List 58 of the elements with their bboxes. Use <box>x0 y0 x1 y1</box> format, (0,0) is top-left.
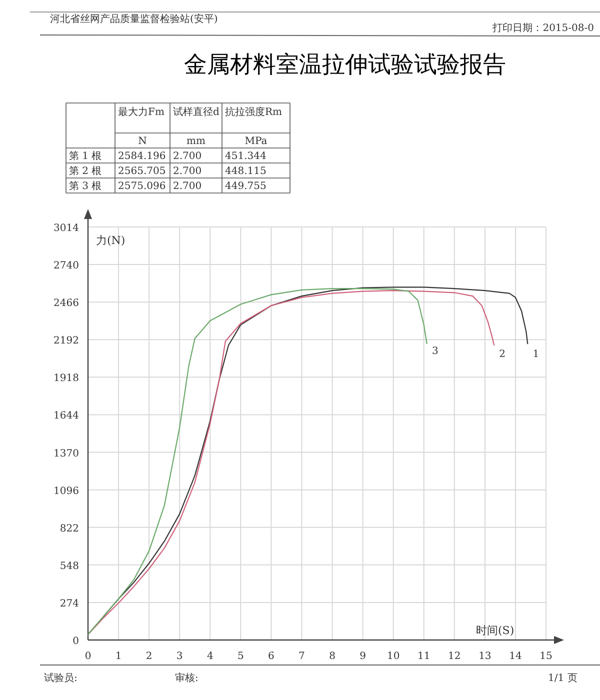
y-tick-label: 3014 <box>54 223 79 234</box>
text: 试样直径d <box>173 106 220 118</box>
annotation: 1 <box>532 348 540 360</box>
x-tick-label: 6 <box>268 651 274 662</box>
annotation: 3 <box>432 346 438 358</box>
text: 2565.705 <box>118 166 166 177</box>
x-tick-label: 10 <box>386 651 400 662</box>
text: 2584.196 <box>118 151 166 162</box>
x-tick-label: 12 <box>448 651 461 662</box>
x-tick-label: 7 <box>298 651 305 662</box>
text: 第 2 根 <box>69 165 102 177</box>
text: 451.344 <box>225 151 266 162</box>
text: 2.700 <box>173 166 202 177</box>
y-tick-label: 2192 <box>54 336 79 347</box>
x-tick-label: 9 <box>360 651 366 662</box>
annotation: 2 <box>499 348 506 360</box>
y-tick-label: 822 <box>60 523 79 534</box>
x-tick-label: 15 <box>540 651 552 662</box>
text: 448.115 <box>225 166 266 177</box>
text: mm <box>186 136 206 147</box>
text: 2575.096 <box>118 181 166 192</box>
text: 河北省丝网产品质量监督检验站(安平) <box>50 13 218 25</box>
x-tick-label: 3 <box>176 651 183 662</box>
text: 第 3 根 <box>69 180 102 192</box>
x-tick-label: 1 <box>115 651 122 662</box>
chart-title: 金属材料室温拉伸试验试验报告 <box>184 52 506 78</box>
text: 2.700 <box>173 151 202 162</box>
x-tick-label: 2 <box>146 651 152 662</box>
text: 2.700 <box>173 181 202 192</box>
y-tick-label: 548 <box>60 560 79 572</box>
text: 试验员: <box>44 672 78 684</box>
y-tick-label: 1370 <box>54 448 79 460</box>
text: N <box>138 136 148 147</box>
text: 抗拉强度Rm <box>225 106 283 118</box>
text: 最大力Fm <box>118 106 165 118</box>
x-tick-label: 5 <box>237 651 244 662</box>
x-tick-label: 0 <box>84 651 92 662</box>
y-axis-title: 力(N) <box>96 234 126 247</box>
x-tick-label: 4 <box>206 651 214 662</box>
y-tick-label: 1644 <box>54 410 79 422</box>
y-tick-label: 274 <box>60 598 79 610</box>
x-tick-label: 13 <box>478 651 492 662</box>
y-tick-label: 2740 <box>54 260 79 272</box>
y-tick-label: 1096 <box>54 486 79 497</box>
x-tick-label: 11 <box>418 651 430 662</box>
line-series <box>87 288 428 636</box>
text: 审核: <box>175 672 198 684</box>
x-tick-label: 14 <box>509 651 522 662</box>
text: MPa <box>244 136 268 147</box>
y-tick-label: 2466 <box>54 298 79 310</box>
text: 打印日期：2015-08-0 <box>492 22 594 34</box>
x-axis-title: 时间(S) <box>476 624 514 637</box>
text: 第 1 根 <box>69 150 102 162</box>
text: 449.755 <box>225 181 266 192</box>
y-tick-label: 1918 <box>54 373 79 384</box>
y-tick-label: 0 <box>72 636 79 647</box>
text: 1/1 页 <box>548 673 578 684</box>
x-tick-label: 8 <box>329 651 336 662</box>
